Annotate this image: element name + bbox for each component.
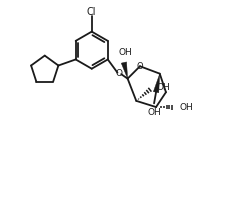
Text: Cl: Cl: [87, 7, 96, 17]
Text: OH: OH: [118, 48, 132, 57]
Text: OH: OH: [156, 83, 170, 92]
Polygon shape: [121, 62, 127, 79]
Polygon shape: [153, 74, 159, 93]
Text: O: O: [136, 62, 143, 71]
Text: O: O: [115, 69, 122, 78]
Text: OH: OH: [178, 103, 192, 112]
Text: OH: OH: [147, 108, 160, 117]
